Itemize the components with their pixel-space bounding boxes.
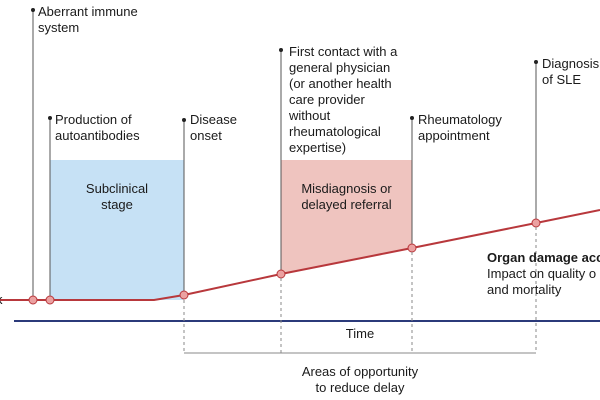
label-disease-onset: Disease onset <box>190 112 237 143</box>
stem-dot <box>182 118 186 122</box>
event-marker <box>179 290 189 300</box>
misdiagnosis-region <box>281 160 412 274</box>
event-marker <box>531 218 541 228</box>
label-outcome-text: Impact on quality o and mortality <box>487 266 597 297</box>
label-subclinical-stage: Subclinical stage <box>85 181 149 212</box>
subclinical-region <box>50 160 184 300</box>
stem-dot <box>410 116 414 120</box>
label-aberrant-immune: Aberrant immune system <box>38 4 138 35</box>
stem-dot <box>279 48 283 52</box>
label-rheumatology: Rheumatology appointment <box>418 112 502 143</box>
label-diagnosis: Diagnosis of SLE <box>542 56 600 87</box>
label-outcome-title: Organ damage acc <box>487 250 600 265</box>
event-marker <box>407 243 417 253</box>
label-opportunity: Areas of opportunity to reduce delay <box>301 364 419 395</box>
event-marker <box>45 295 55 305</box>
stem-dot <box>534 60 538 64</box>
stem-dot <box>31 8 35 12</box>
label-autoantibodies: Production of autoantibodies <box>55 112 140 143</box>
label-left-edge: k <box>0 292 3 308</box>
label-first-contact: First contact with a general physician (… <box>289 44 398 155</box>
stem-dot <box>48 116 52 120</box>
label-misdiagnosis: Misdiagnosis or delayed referral <box>301 181 392 212</box>
event-marker <box>28 295 38 305</box>
label-time: Time <box>345 326 375 341</box>
event-marker <box>276 269 286 279</box>
